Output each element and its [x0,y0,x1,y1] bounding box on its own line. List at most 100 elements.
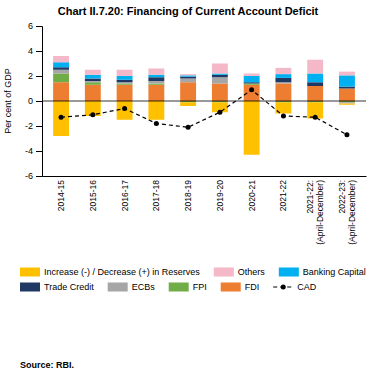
bar-segment [180,82,196,101]
bar-segment [180,74,196,75]
x-tick: 2016-17 [120,176,130,211]
bar-segment [307,86,323,101]
y-tick-mark [36,76,42,77]
bar-segment [275,78,291,82]
bar-segment [275,82,291,83]
legend-item: ECBs [108,282,156,292]
legend-item: Others [214,267,266,277]
line-marker [122,106,127,111]
bar-segment [53,74,69,83]
bar-segment [148,101,164,120]
bar-segment [117,84,133,85]
bar-segment [148,85,164,101]
bar-segment [53,101,69,136]
y-tick-label: 2 [28,71,33,81]
bar-segment [117,82,133,83]
bar-segment [339,72,355,76]
bar-segment [244,83,260,84]
x-tick-label-line: (April-December) [347,180,357,245]
bar-segment [244,85,260,101]
legend-label: Others [238,267,266,277]
y-tick: 2 [28,71,42,81]
bar-segment [275,74,291,78]
bar-segment [244,101,260,155]
line-marker [313,115,318,120]
bar-segment [148,77,164,81]
title: Chart II.7.20: Financing of Current Acco… [58,5,319,17]
line-marker [59,115,64,120]
legend-item: Banking Capital [279,267,366,277]
y-tick-mark [36,176,42,177]
legend-label: ECBs [132,282,156,292]
bar-segment [148,84,164,85]
line-marker [249,87,254,92]
bar-segment [53,67,69,70]
legend-swatch [108,283,128,292]
bar-segment [117,76,133,80]
x-tick-label-line: 2016-17 [120,180,130,211]
x-tick-label: 2015-16 [88,180,98,211]
zero-line [42,101,366,102]
x-tick-label-line: (April-December) [315,180,325,245]
y-tick: -4 [25,146,42,156]
legend-swatch [20,283,40,292]
bar-segment [148,75,164,78]
legend-label: Increase (-) / Decrease (+) in Reserves [44,267,200,277]
x-tick-label: 2021-22:(April-December) [305,180,324,245]
annotation: Source: RBI. [20,360,74,370]
bar-segment [117,85,133,101]
x-tick-label-line: 2018-19 [183,180,193,211]
x-tick: 2014-15 [56,176,66,211]
x-tick-label-line: 2014-15 [56,180,66,211]
x-tick-label-line: 2015-16 [88,180,98,211]
legend-swatch [214,268,234,277]
legend-swatch [20,268,40,277]
x-tick-label: 2014-15 [56,180,66,211]
bar-segment [53,70,69,74]
bar-segment [339,104,355,105]
legend-marker [281,285,286,290]
line-marker [154,121,159,126]
legend-label: FPI [193,282,207,292]
y-axis-line [36,27,43,177]
bar-segment [180,102,196,106]
y-axis: -6-4-20246 [25,21,43,181]
bar-segment [180,79,196,83]
x-tick: 2015-16 [88,176,98,211]
legend-label: FDI [245,282,260,292]
x-tick-label-line: 2020-21 [247,180,257,211]
x-axis: 2014-15 2015-16 2016-17 2017-18 2018-19 2019-… [43,176,367,245]
x-tick-label-line: 2017-18 [151,180,161,211]
bars [53,56,355,155]
bar-segment [244,74,260,77]
x-tick-label: 2022-23:(April-December) [337,180,356,245]
chart: Chart II.7.20: Financing of Current Acco… [0,0,376,376]
y-tick-mark [36,101,42,102]
y-tick-label: -6 [25,171,33,181]
legend-swatch [169,283,189,292]
bar-segment [275,68,291,74]
line-marker [90,112,95,117]
plot-marks [42,56,366,155]
bar-segment [117,101,133,120]
legend-swatch [221,283,241,292]
bar-segment [85,82,101,85]
x-tick-label: 2016-17 [120,180,130,211]
legend-item: CAD [273,282,317,292]
x-tick: 2018-19 [183,176,193,211]
x-tick-label: 2020-21 [247,180,257,211]
bar-segment [85,70,101,75]
x-tick: 2021-22 [278,176,288,211]
x-tick-label: 2018-19 [183,180,193,211]
y-tick-mark [36,51,42,52]
y-tick-label: 6 [28,21,33,31]
x-tick-label: 2019-20 [215,180,225,211]
legend-swatch [279,268,299,277]
bar-segment [212,75,228,78]
bar-segment [212,77,228,83]
x-tick: 2022-23:(April-December) [337,176,356,245]
y-axis-label: Per cent of GDP [3,68,13,134]
x-tick: 2019-20 [215,176,225,211]
bar-segment [244,84,260,85]
x-tick-label: 2017-18 [151,180,161,211]
